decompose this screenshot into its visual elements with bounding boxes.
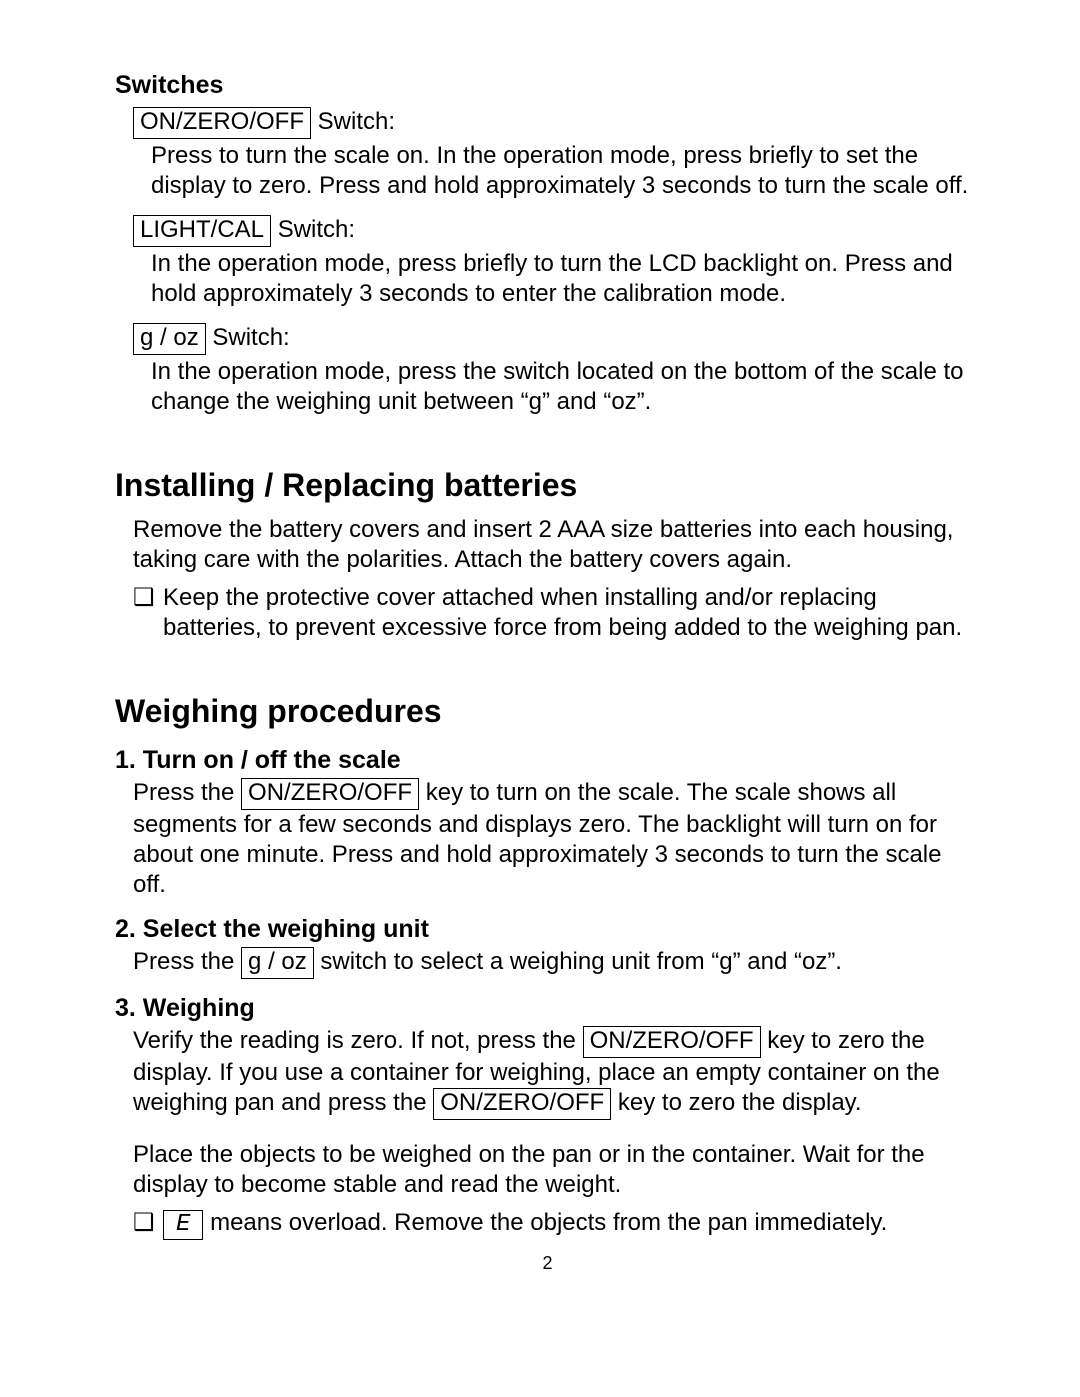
bullet-icon: ❑ <box>133 583 163 643</box>
on-zero-off-key: ON/ZERO/OFF <box>583 1026 761 1058</box>
switch-label-box: g / oz <box>133 323 206 355</box>
on-zero-off-key: ON/ZERO/OFF <box>433 1088 611 1120</box>
step2-heading: 2. Select the weighing unit <box>115 914 980 945</box>
step3-body-1: Verify the reading is zero. If not, pres… <box>133 1026 980 1120</box>
step3-body-2: Place the objects to be weighed on the p… <box>133 1140 980 1200</box>
weighing-heading: Weighing procedures <box>115 691 980 731</box>
overload-symbol: E <box>163 1210 203 1241</box>
page-number: 2 <box>115 1252 980 1275</box>
step2-pre: Press the <box>133 948 241 975</box>
switch-description: In the operation mode, press the switch … <box>151 357 980 417</box>
step1-body: Press the ON/ZERO/OFF key to turn on the… <box>133 778 980 900</box>
overload-row: ❑ E means overload. Remove the objects f… <box>133 1208 980 1241</box>
step3-heading: 3. Weighing <box>115 993 980 1024</box>
step3-p1-c: key to zero the display. <box>611 1089 861 1116</box>
step1-heading: 1. Turn on / off the scale <box>115 745 980 776</box>
switch-description: In the operation mode, press briefly to … <box>151 249 980 309</box>
switch-on-zero-off: ON/ZERO/OFF Switch: Press to turn the sc… <box>133 107 980 201</box>
step3-p1-a: Verify the reading is zero. If not, pres… <box>133 1027 583 1054</box>
overload-text: E means overload. Remove the objects fro… <box>163 1208 980 1241</box>
switch-label-box: ON/ZERO/OFF <box>133 107 311 139</box>
switches-heading: Switches <box>115 70 980 101</box>
bullet-icon: ❑ <box>133 1208 163 1241</box>
g-oz-key: g / oz <box>241 947 314 979</box>
batteries-note: Keep the protective cover attached when … <box>163 583 980 643</box>
switch-suffix: Switch: <box>271 216 355 243</box>
on-zero-off-key: ON/ZERO/OFF <box>241 778 419 810</box>
batteries-note-row: ❑ Keep the protective cover attached whe… <box>133 583 980 643</box>
switch-light-cal: LIGHT/CAL Switch: In the operation mode,… <box>133 215 980 309</box>
step2-post: switch to select a weighing unit from “g… <box>314 948 842 975</box>
batteries-heading: Installing / Replacing batteries <box>115 465 980 505</box>
overload-desc: means overload. Remove the objects from … <box>203 1209 887 1236</box>
switch-suffix: Switch: <box>206 324 290 351</box>
switch-g-oz: g / oz Switch: In the operation mode, pr… <box>133 323 980 417</box>
step2-body: Press the g / oz switch to select a weig… <box>133 947 980 979</box>
switch-label-box: LIGHT/CAL <box>133 215 271 247</box>
step1-pre: Press the <box>133 779 241 806</box>
switch-description: Press to turn the scale on. In the opera… <box>151 141 980 201</box>
switch-suffix: Switch: <box>311 108 395 135</box>
batteries-body: Remove the battery covers and insert 2 A… <box>133 515 980 575</box>
